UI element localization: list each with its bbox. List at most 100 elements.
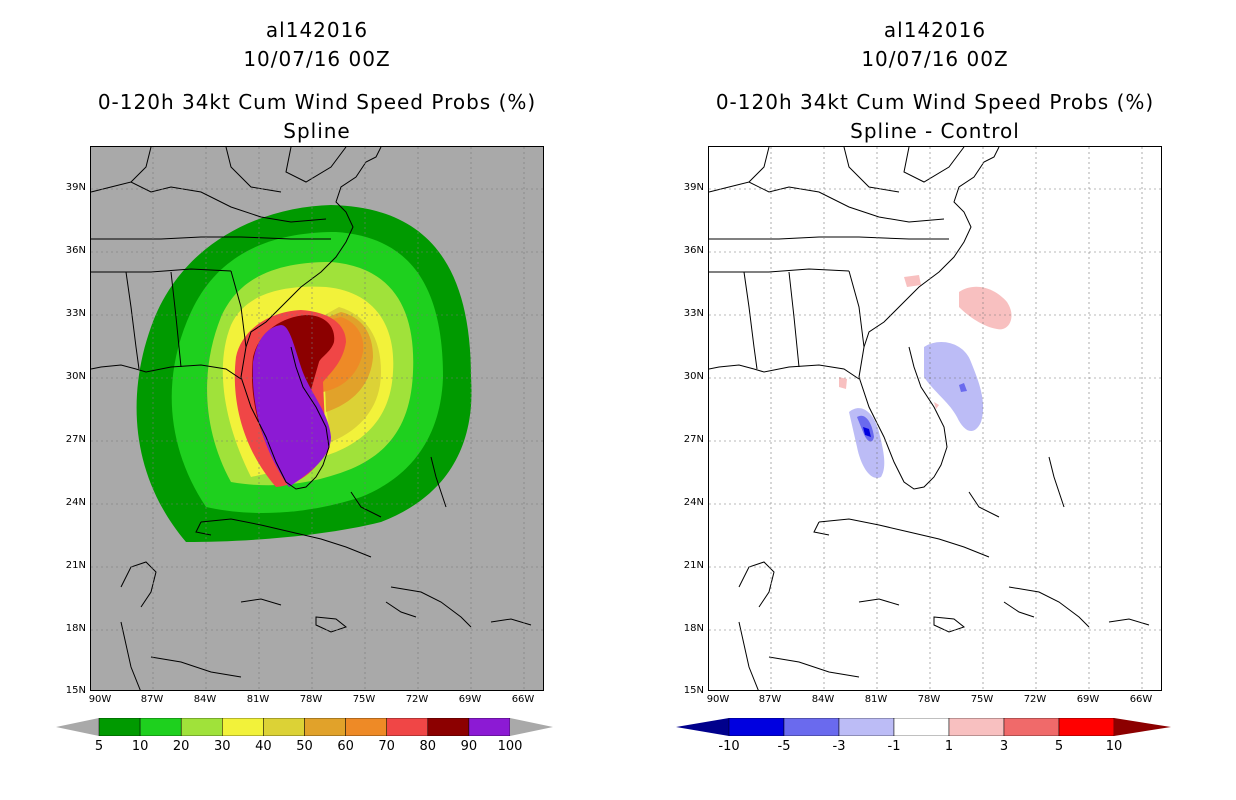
left-cbar-high-tri xyxy=(510,718,553,736)
left-cbar-swatch-5 xyxy=(304,718,346,736)
right-product-title: 0-120h 34kt Cum Wind Speed Probs (%) xyxy=(715,90,1155,114)
left-datetime: 10/07/16 00Z xyxy=(243,47,391,71)
left-lat-21: 21N xyxy=(65,560,86,571)
right-cbar-label-2: -3 xyxy=(832,739,846,754)
right-cbar-label-1: -5 xyxy=(777,739,791,754)
left-cbar-label-6: 60 xyxy=(337,739,354,754)
left-cbar-low-tri xyxy=(56,718,99,736)
left-cbar-label-10: 100 xyxy=(497,739,523,754)
left-cbar-label-3: 30 xyxy=(214,739,231,754)
right-lat-27: 27N xyxy=(683,434,704,445)
right-lon-69: 69W xyxy=(1076,694,1100,705)
right-colorbar xyxy=(676,718,1171,736)
difference-contours xyxy=(839,275,1012,478)
diff-neg-5b xyxy=(959,383,967,392)
diff-neg-10 xyxy=(863,427,871,437)
left-cbar-swatch-1 xyxy=(139,718,182,736)
probability-contours xyxy=(136,205,472,542)
left-lat-27: 27N xyxy=(65,434,86,445)
left-cbar-swatch-9 xyxy=(468,718,511,736)
right-lat-18: 18N xyxy=(683,623,704,634)
right-cbar-low-tri xyxy=(676,718,729,736)
right-lon-84: 84W xyxy=(811,694,835,705)
left-storm-id: al142016 xyxy=(265,18,369,42)
left-product-title: 0-120h 34kt Cum Wind Speed Probs (%) xyxy=(97,90,537,114)
left-lon-87: 87W xyxy=(140,694,164,705)
left-cbar-swatch-8 xyxy=(427,718,470,736)
left-cbar-swatch-2 xyxy=(180,718,223,736)
left-colorbar-swatches xyxy=(98,718,511,736)
left-cbar-swatch-0 xyxy=(98,718,141,736)
right-cbar-label-5: 3 xyxy=(999,739,1009,754)
left-cbar-swatch-7 xyxy=(386,718,429,736)
gridlines xyxy=(91,147,543,690)
left-colorbar xyxy=(56,718,553,736)
left-cbar-label-9: 90 xyxy=(460,739,478,754)
right-lat-15: 15N xyxy=(683,685,704,696)
right-lat-36: 36N xyxy=(683,245,704,256)
left-lat-36: 36N xyxy=(65,245,86,256)
right-cbar-high-tri xyxy=(1114,718,1171,736)
left-lon-84: 84W xyxy=(193,694,217,705)
diff-pos-1b xyxy=(904,275,921,287)
right-cbar-swatch-2 xyxy=(838,718,895,736)
left-lat-18: 18N xyxy=(65,623,86,634)
right-cbar-label-7: 10 xyxy=(1105,739,1123,754)
right-lat-30: 30N xyxy=(683,371,704,382)
contour-90 xyxy=(252,325,331,487)
coastlines-right xyxy=(709,147,1150,690)
right-lat-33: 33N xyxy=(683,308,704,319)
right-lon-87: 87W xyxy=(758,694,782,705)
right-lon-81: 81W xyxy=(864,694,888,705)
left-subtitle: Spline xyxy=(283,119,351,143)
gridlines-right xyxy=(709,147,1161,690)
right-cbar-label-3: -1 xyxy=(887,739,901,754)
diff-pos-1d xyxy=(934,402,939,409)
right-datetime: 10/07/16 00Z xyxy=(861,47,1009,71)
left-map xyxy=(90,146,544,691)
left-map-svg xyxy=(91,147,543,690)
right-lon-90: 90W xyxy=(706,694,730,705)
right-map-svg xyxy=(709,147,1161,690)
right-lon-66: 66W xyxy=(1129,694,1153,705)
left-lon-90: 90W xyxy=(88,694,112,705)
right-cbar-swatch-3 xyxy=(893,718,950,736)
right-cbar-swatch-1 xyxy=(783,718,840,736)
right-cbar-label-0: -10 xyxy=(718,739,740,754)
left-lon-69: 69W xyxy=(458,694,482,705)
left-lat-30: 30N xyxy=(65,371,86,382)
right-lon-72: 72W xyxy=(1023,694,1047,705)
right-subtitle: Spline - Control xyxy=(850,119,1020,143)
right-cbar-swatch-4 xyxy=(948,718,1005,736)
left-cbar-label-2: 20 xyxy=(172,739,190,754)
left-cbar-label-1: 10 xyxy=(131,739,149,754)
left-cbar-label-4: 40 xyxy=(255,739,272,754)
left-cbar-label-7: 70 xyxy=(378,739,395,754)
right-cbar-label-6: 5 xyxy=(1054,739,1064,754)
left-lon-75: 75W xyxy=(352,694,376,705)
left-cbar-label-5: 50 xyxy=(296,739,313,754)
diff-pos-1c xyxy=(839,377,847,389)
left-cbar-swatch-4 xyxy=(263,718,305,736)
right-lat-21: 21N xyxy=(683,560,704,571)
right-lon-78: 78W xyxy=(917,694,941,705)
left-lon-72: 72W xyxy=(405,694,429,705)
right-map xyxy=(708,146,1162,691)
left-cbar-label-8: 80 xyxy=(419,739,437,754)
diff-neg-3b xyxy=(849,408,885,478)
left-lat-33: 33N xyxy=(65,308,86,319)
left-lat-24: 24N xyxy=(65,497,86,508)
left-cbar-swatch-6 xyxy=(345,718,387,736)
right-cbar-label-4: 1 xyxy=(944,739,954,754)
right-lon-75: 75W xyxy=(970,694,994,705)
left-cbar-swatch-3 xyxy=(222,718,264,736)
right-cbar-swatch-0 xyxy=(728,718,785,736)
left-lon-81: 81W xyxy=(246,694,270,705)
left-lon-78: 78W xyxy=(299,694,323,705)
diff-neg-3 xyxy=(924,342,984,432)
right-cbar-swatch-6 xyxy=(1058,718,1115,736)
left-lat-15: 15N xyxy=(65,685,86,696)
left-lat-39: 39N xyxy=(65,182,86,193)
diff-pos-1 xyxy=(959,286,1012,330)
right-storm-id: al142016 xyxy=(883,18,987,42)
